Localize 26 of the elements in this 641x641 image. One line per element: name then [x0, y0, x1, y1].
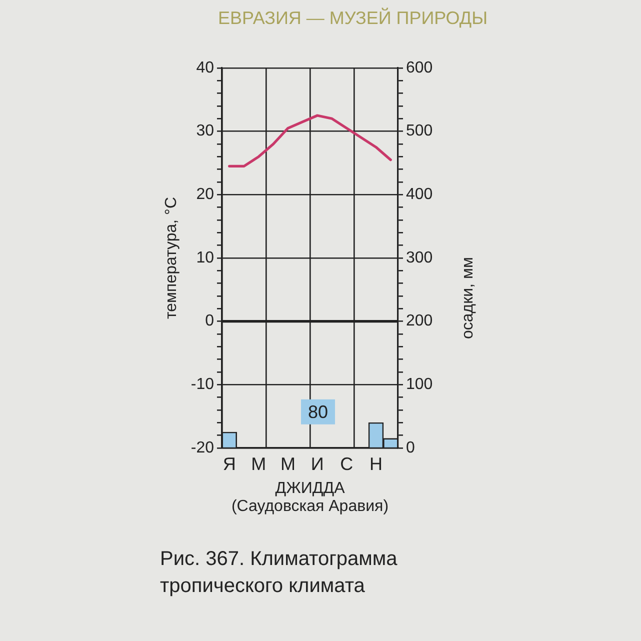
x-tick-label: Н: [370, 454, 382, 474]
y-tick-label: -20: [190, 439, 214, 456]
y2-tick-label: 0: [406, 439, 415, 456]
annotation: 80: [308, 402, 328, 422]
y2-tick-label: 200: [406, 312, 433, 330]
y2-tick-label: 300: [406, 249, 433, 266]
y-tick-label: 20: [196, 186, 214, 204]
text: Рис. 367. Климатограмма тропического климата: [160, 547, 398, 599]
y2-axis-title: осадки, мм: [459, 257, 476, 339]
y-tick-label: 30: [196, 122, 214, 140]
x-tick-label: И: [310, 454, 324, 474]
x-tick-label: Я: [222, 454, 236, 474]
y-tick-label: 0: [205, 312, 214, 330]
y-tick-label: 10: [196, 249, 214, 266]
y-tick-label: 40: [196, 59, 214, 76]
y-axis-title: температура, °C: [163, 196, 180, 320]
y2-tick-label: 500: [406, 122, 433, 140]
y2-tick-label: 600: [406, 59, 433, 76]
x-tick-label: М: [280, 454, 296, 474]
y-tick-label: -10: [190, 376, 214, 394]
y2-tick-label: 100: [406, 376, 433, 394]
x-tick-label: С: [340, 454, 354, 474]
y2-tick-label: 400: [406, 186, 433, 204]
x-axis-title: ДЖИДДА (Саудовская Аравия): [231, 480, 389, 516]
text: ЕВРАЗИЯ — МУЗЕЙ ПРИРОДЫ: [218, 8, 488, 29]
x-tick-label: М: [251, 454, 266, 474]
